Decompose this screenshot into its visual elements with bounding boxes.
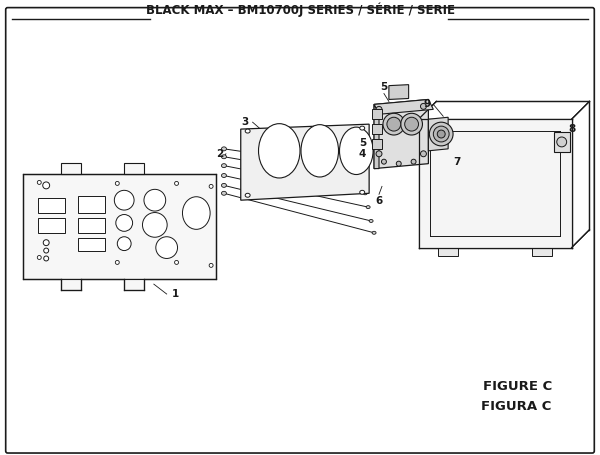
Ellipse shape [115,182,119,185]
Ellipse shape [156,237,178,258]
Ellipse shape [182,197,210,229]
Ellipse shape [366,206,370,208]
Ellipse shape [259,124,300,178]
Ellipse shape [37,181,41,184]
Ellipse shape [221,191,226,195]
Ellipse shape [411,159,416,164]
Ellipse shape [369,219,373,222]
Polygon shape [554,132,569,152]
Ellipse shape [43,182,50,189]
Polygon shape [124,163,144,173]
Polygon shape [374,100,428,169]
Text: 2: 2 [216,149,223,159]
Ellipse shape [360,179,364,182]
Ellipse shape [115,190,134,210]
Polygon shape [372,139,382,149]
Polygon shape [428,117,448,151]
Ellipse shape [363,192,367,195]
Text: BLACK MAX – BM10700J SERIES / SÉRIE / SERIE: BLACK MAX – BM10700J SERIES / SÉRIE / SE… [146,2,455,17]
Ellipse shape [383,113,404,135]
Polygon shape [372,109,382,119]
Ellipse shape [209,263,213,268]
Ellipse shape [301,125,338,177]
Ellipse shape [44,256,49,261]
Ellipse shape [209,184,213,188]
Ellipse shape [221,173,226,177]
Polygon shape [78,196,106,213]
Ellipse shape [221,164,226,167]
Ellipse shape [430,122,453,146]
Ellipse shape [396,161,401,166]
Ellipse shape [557,137,566,147]
Ellipse shape [372,231,376,234]
Polygon shape [61,279,81,290]
Text: 5: 5 [380,81,388,91]
Ellipse shape [117,237,131,251]
Ellipse shape [423,124,430,131]
Ellipse shape [37,256,41,259]
Polygon shape [38,198,65,213]
Text: 9: 9 [423,99,430,109]
Ellipse shape [360,126,365,130]
Ellipse shape [340,127,373,175]
Ellipse shape [44,248,49,253]
Polygon shape [78,238,106,251]
Polygon shape [241,124,369,200]
Polygon shape [532,248,552,256]
Ellipse shape [357,167,361,170]
Ellipse shape [116,214,133,231]
Polygon shape [372,124,382,134]
Polygon shape [38,218,65,233]
Text: 6: 6 [376,196,383,206]
Polygon shape [23,173,216,279]
Ellipse shape [245,129,250,133]
Ellipse shape [560,236,567,243]
Text: 8: 8 [569,124,576,134]
Text: 1: 1 [172,289,179,299]
Ellipse shape [387,117,401,131]
Text: 3: 3 [241,117,248,127]
Ellipse shape [437,130,445,138]
Polygon shape [374,100,433,114]
Text: FIGURE C: FIGURE C [482,380,552,393]
Text: FIGURA C: FIGURA C [481,399,552,413]
Polygon shape [389,85,409,100]
Ellipse shape [43,240,49,246]
Ellipse shape [560,124,567,131]
Ellipse shape [221,183,226,187]
Ellipse shape [404,117,419,131]
Ellipse shape [423,236,430,243]
Ellipse shape [115,260,119,264]
Ellipse shape [421,151,427,157]
Ellipse shape [376,106,382,112]
Ellipse shape [142,212,167,237]
Ellipse shape [245,193,250,197]
Ellipse shape [360,190,365,194]
Ellipse shape [382,159,386,164]
Ellipse shape [144,189,166,211]
Ellipse shape [175,182,179,185]
Ellipse shape [376,151,382,157]
Text: 7: 7 [453,157,460,167]
Ellipse shape [421,103,427,109]
Polygon shape [78,218,106,233]
Ellipse shape [401,113,422,135]
Polygon shape [124,279,144,290]
Polygon shape [61,163,81,173]
Text: 5: 5 [359,138,366,148]
Ellipse shape [221,147,226,151]
Text: 4: 4 [359,149,366,159]
Polygon shape [374,104,379,169]
Ellipse shape [221,155,226,159]
Polygon shape [419,119,572,248]
Ellipse shape [433,126,449,142]
Ellipse shape [175,260,179,264]
Polygon shape [438,248,458,256]
